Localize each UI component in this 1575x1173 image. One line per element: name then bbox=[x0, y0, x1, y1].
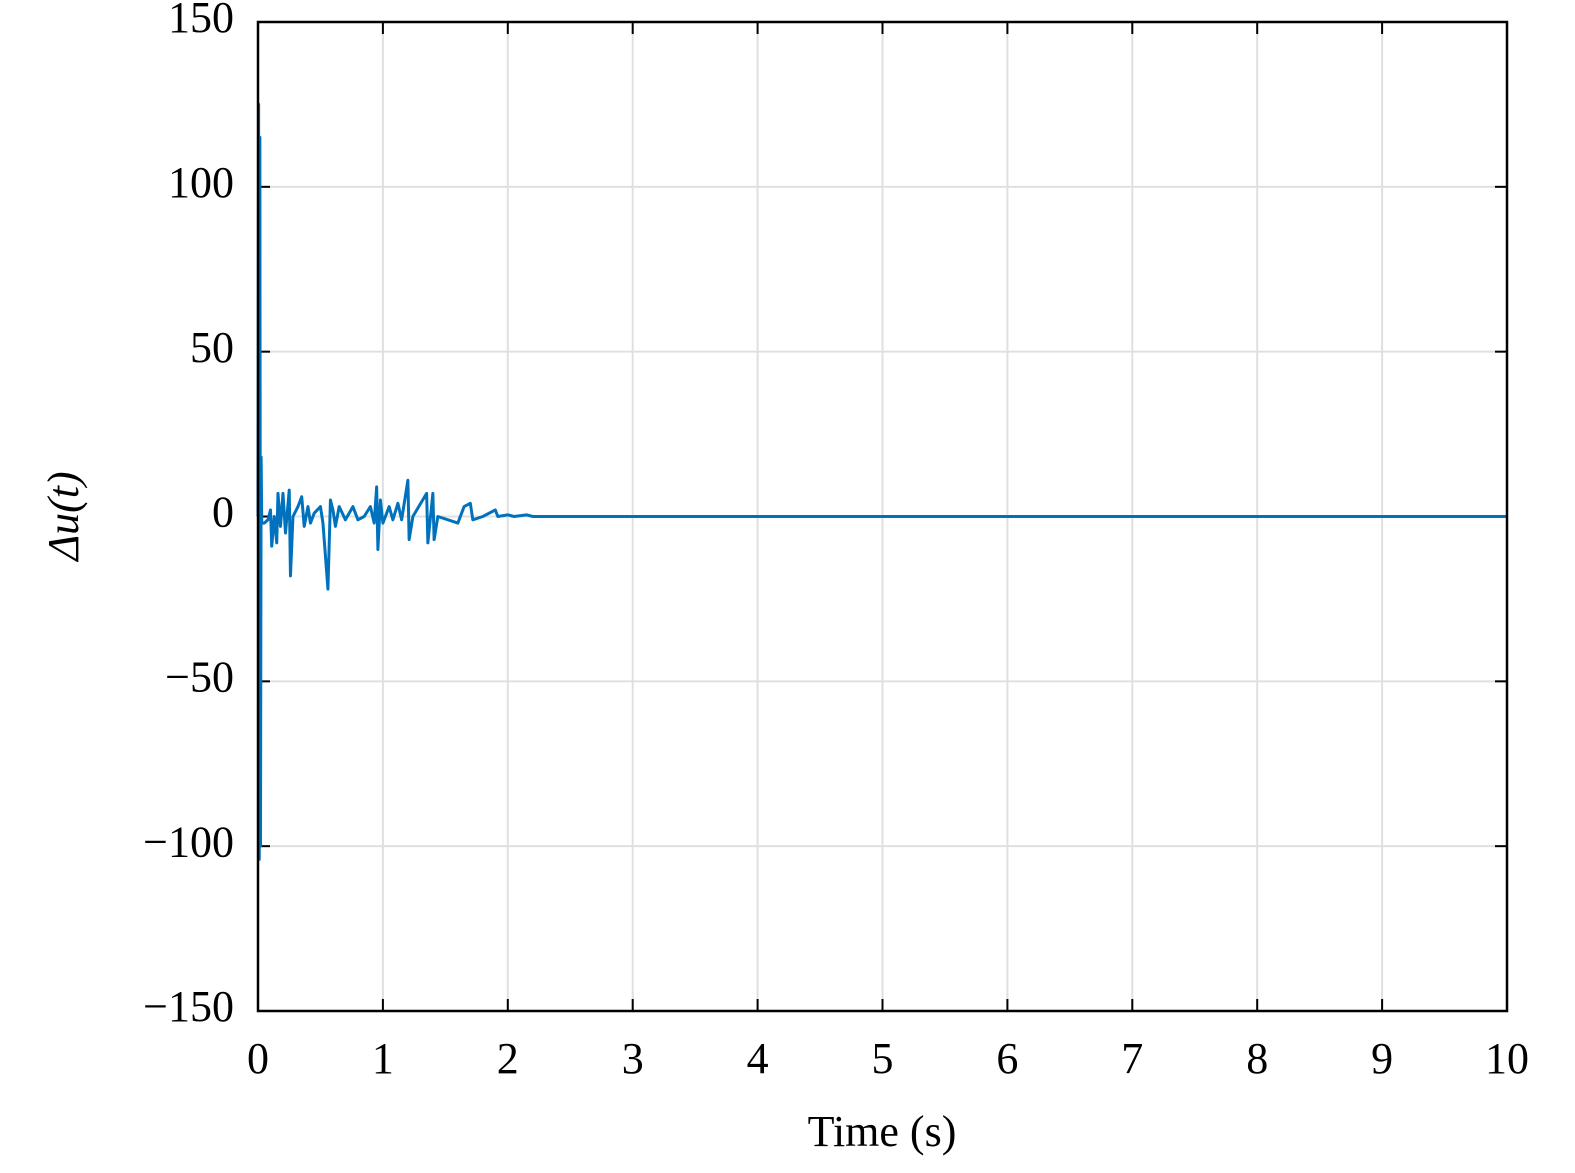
x-tick-label: 4 bbox=[747, 1034, 769, 1083]
y-tick-label: 150 bbox=[168, 0, 234, 42]
data-line bbox=[256, 102, 1507, 861]
x-tick-label: 2 bbox=[497, 1034, 519, 1083]
x-tick-label: 8 bbox=[1246, 1034, 1268, 1083]
x-tick-label: 6 bbox=[996, 1034, 1018, 1083]
x-axis-label: Time (s) bbox=[808, 1107, 957, 1156]
y-axis-label: Δu(t) bbox=[39, 471, 88, 562]
y-tick-label: 100 bbox=[168, 158, 234, 207]
x-tick-label: 7 bbox=[1121, 1034, 1143, 1083]
plot-frame bbox=[256, 20, 1509, 1013]
x-tick-label: 9 bbox=[1371, 1034, 1393, 1083]
y-tick-label: −150 bbox=[143, 982, 234, 1031]
y-tick-label: 0 bbox=[212, 488, 234, 537]
y-tick-label: −50 bbox=[165, 652, 234, 701]
x-tick-label: 0 bbox=[247, 1034, 269, 1083]
x-tick-label: 1 bbox=[372, 1034, 394, 1083]
x-tick-label: 5 bbox=[872, 1034, 894, 1083]
y-tick-label: −100 bbox=[143, 817, 234, 866]
x-tick-label: 10 bbox=[1485, 1034, 1529, 1083]
y-tick-label: 50 bbox=[190, 323, 234, 372]
x-tick-label: 3 bbox=[622, 1034, 644, 1083]
